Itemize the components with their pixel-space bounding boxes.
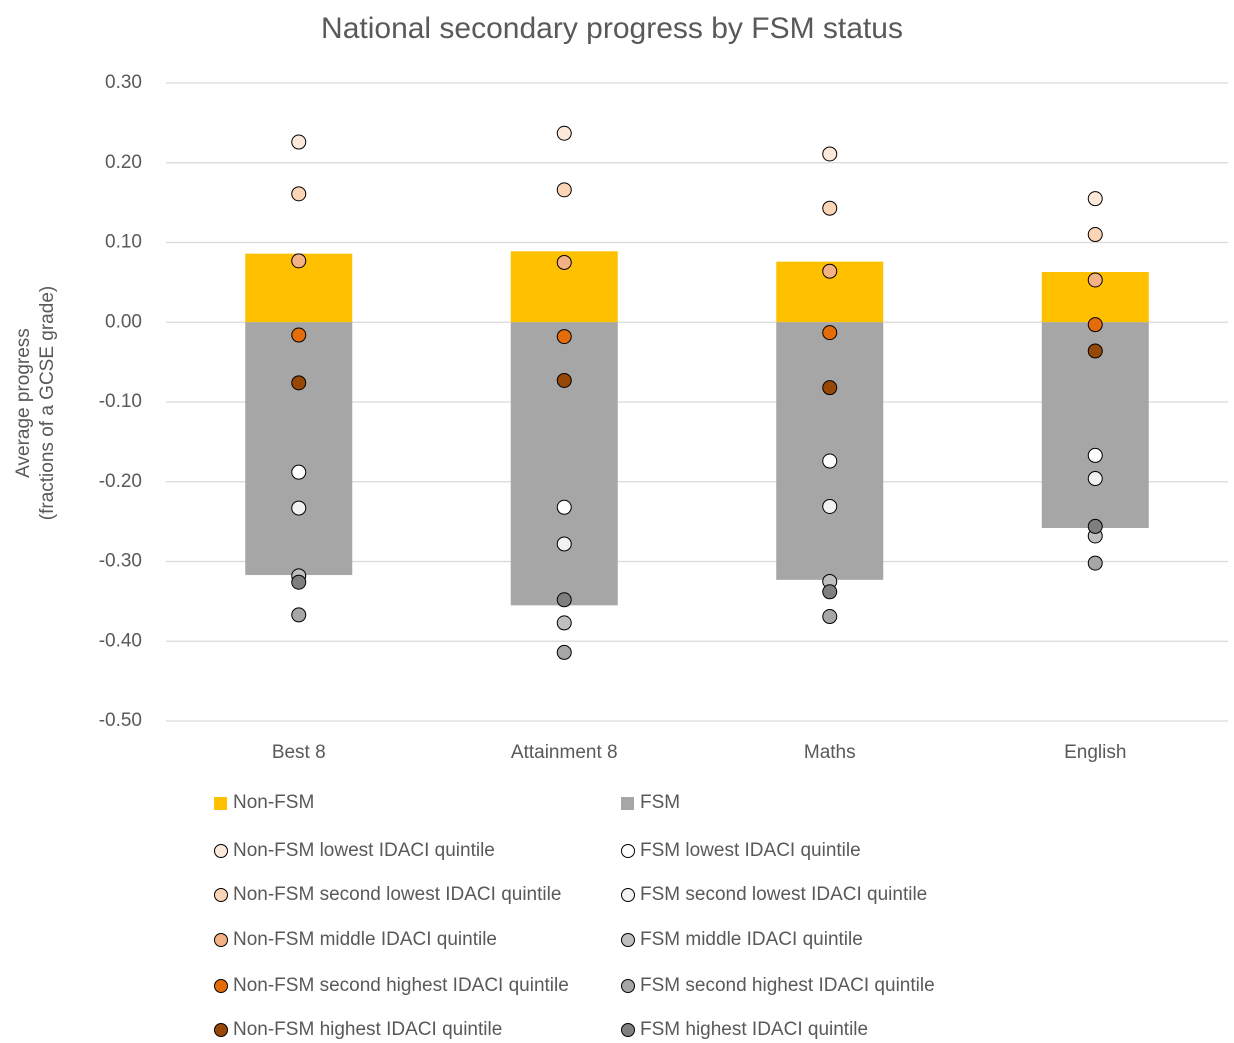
point bbox=[556, 592, 572, 608]
point bbox=[556, 254, 572, 270]
y-tick-label: 0.30 bbox=[105, 72, 142, 93]
legend-swatch bbox=[621, 933, 635, 947]
bar bbox=[245, 322, 353, 576]
point bbox=[556, 372, 572, 388]
legend-label: Non-FSM highest IDACI quintile bbox=[233, 1019, 502, 1040]
point bbox=[291, 464, 307, 480]
point bbox=[291, 327, 307, 343]
bar bbox=[776, 322, 884, 580]
point bbox=[556, 536, 572, 552]
y-tick-label: -0.20 bbox=[99, 471, 142, 492]
y-tick-label: -0.50 bbox=[99, 710, 142, 731]
point bbox=[822, 200, 838, 216]
legend-swatch bbox=[214, 888, 228, 902]
y-tick-label: -0.30 bbox=[99, 551, 142, 572]
y-tick-label: 0.00 bbox=[105, 311, 142, 332]
point bbox=[291, 574, 307, 590]
point bbox=[1087, 191, 1103, 207]
point bbox=[291, 134, 307, 150]
legend-label: Non-FSM bbox=[233, 792, 314, 813]
legend-swatch bbox=[214, 979, 228, 993]
y-tick-label: -0.40 bbox=[99, 630, 142, 651]
point bbox=[1087, 555, 1103, 571]
point bbox=[556, 615, 572, 631]
point bbox=[1087, 317, 1103, 333]
y-axis-label: (fractions of a GCSE grade) bbox=[37, 286, 58, 520]
point bbox=[822, 325, 838, 341]
point bbox=[822, 453, 838, 469]
legend-swatch bbox=[621, 797, 634, 810]
point bbox=[291, 186, 307, 202]
legend-label: Non-FSM lowest IDACI quintile bbox=[233, 840, 495, 861]
x-tick-label: Attainment 8 bbox=[511, 742, 618, 763]
point bbox=[556, 499, 572, 515]
point bbox=[822, 146, 838, 162]
point bbox=[1087, 227, 1103, 243]
legend-swatch bbox=[214, 933, 228, 947]
legend-label: FSM middle IDACI quintile bbox=[640, 929, 863, 950]
y-axis-label: Average progress bbox=[13, 328, 34, 478]
point bbox=[291, 253, 307, 269]
legend-swatch bbox=[214, 1023, 228, 1037]
y-tick-label: 0.20 bbox=[105, 152, 142, 173]
legend-swatch bbox=[621, 979, 635, 993]
x-tick-label: Maths bbox=[804, 742, 856, 763]
point bbox=[291, 607, 307, 623]
point bbox=[556, 644, 572, 660]
y-tick-label: 0.10 bbox=[105, 232, 142, 253]
point bbox=[1087, 518, 1103, 534]
chart-title: National secondary progress by FSM statu… bbox=[321, 12, 903, 45]
point bbox=[1087, 471, 1103, 487]
point bbox=[822, 584, 838, 600]
x-tick-label: Best 8 bbox=[272, 742, 326, 763]
bar bbox=[510, 322, 618, 606]
y-tick-label: -0.10 bbox=[99, 391, 142, 412]
legend-swatch bbox=[214, 797, 227, 810]
point bbox=[822, 609, 838, 625]
point bbox=[556, 125, 572, 141]
point bbox=[291, 375, 307, 391]
point bbox=[822, 380, 838, 396]
point bbox=[291, 500, 307, 516]
legend-label: FSM highest IDACI quintile bbox=[640, 1019, 868, 1040]
legend-swatch bbox=[621, 844, 635, 858]
legend-label: FSM second lowest IDACI quintile bbox=[640, 884, 927, 905]
point bbox=[1087, 343, 1103, 359]
point bbox=[556, 329, 572, 345]
point bbox=[822, 498, 838, 514]
legend-label: FSM lowest IDACI quintile bbox=[640, 840, 861, 861]
legend-label: Non-FSM middle IDACI quintile bbox=[233, 929, 497, 950]
point bbox=[822, 263, 838, 279]
legend-swatch bbox=[621, 888, 635, 902]
legend-swatch bbox=[621, 1023, 635, 1037]
point bbox=[556, 182, 572, 198]
legend-label: FSM second highest IDACI quintile bbox=[640, 975, 935, 996]
point bbox=[1087, 272, 1103, 288]
legend-label: Non-FSM second lowest IDACI quintile bbox=[233, 884, 561, 905]
x-tick-label: English bbox=[1064, 742, 1126, 763]
legend-label: FSM bbox=[640, 792, 680, 813]
legend-swatch bbox=[214, 844, 228, 858]
legend-label: Non-FSM second highest IDACI quintile bbox=[233, 975, 569, 996]
point bbox=[1087, 447, 1103, 463]
